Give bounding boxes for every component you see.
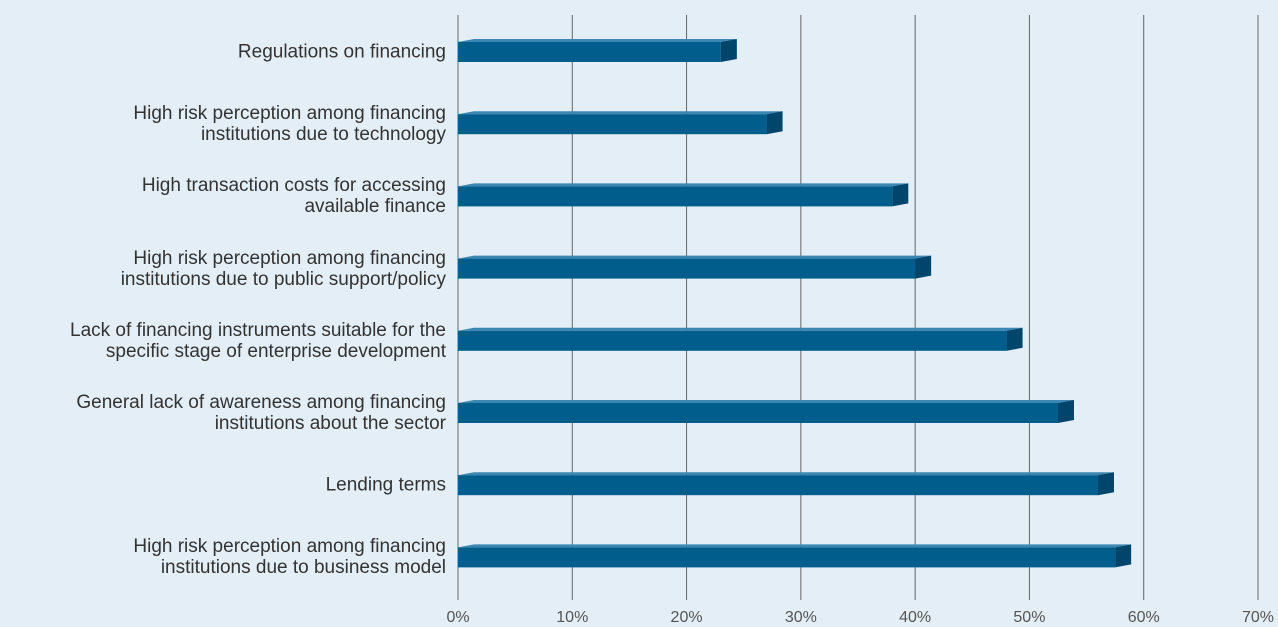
bar-end bbox=[720, 39, 737, 62]
bar-end bbox=[1058, 400, 1074, 423]
x-tick-label: 0% bbox=[446, 609, 469, 626]
bar-top bbox=[458, 400, 1074, 403]
bar-front bbox=[458, 475, 1098, 496]
x-tick-label: 40% bbox=[899, 609, 931, 626]
bar bbox=[458, 327, 1023, 351]
bar-end bbox=[1098, 472, 1114, 496]
y-tick-label: Lending terms bbox=[325, 474, 446, 496]
bar-front bbox=[458, 258, 916, 279]
y-tick-label: High risk perception among financing ins… bbox=[133, 536, 446, 579]
bar-front bbox=[458, 403, 1058, 423]
bar bbox=[458, 544, 1132, 568]
x-tick-label: 30% bbox=[785, 609, 817, 626]
y-tick-label: General lack of awareness among financin… bbox=[76, 392, 446, 434]
bar-front bbox=[458, 114, 767, 135]
x-tick-label: 70% bbox=[1242, 609, 1274, 626]
bar-end bbox=[1006, 327, 1023, 351]
x-tick-label: 60% bbox=[1128, 609, 1160, 626]
y-tick-label: Lack of financing instruments suitable f… bbox=[70, 319, 446, 362]
bar-end bbox=[766, 111, 783, 135]
y-tick-label: High transaction costs for accessing ava… bbox=[141, 175, 446, 218]
bar-end bbox=[1115, 544, 1132, 568]
x-tick-label: 50% bbox=[1013, 609, 1045, 626]
bar-front bbox=[458, 330, 1007, 351]
bar-end bbox=[892, 183, 909, 207]
x-tick-label: 10% bbox=[556, 609, 588, 626]
y-tick-label: High risk perception among financing ins… bbox=[133, 103, 446, 146]
bar-front bbox=[458, 547, 1116, 568]
bar bbox=[458, 472, 1114, 496]
bar bbox=[458, 111, 783, 135]
bar bbox=[458, 39, 737, 62]
bar-end bbox=[915, 255, 932, 279]
bar-top bbox=[458, 183, 909, 187]
bar-front bbox=[458, 186, 893, 207]
bar-top bbox=[458, 111, 783, 115]
bar bbox=[458, 183, 909, 207]
bar-front bbox=[458, 42, 721, 62]
bar-top bbox=[458, 544, 1132, 548]
y-tick-label: Regulations on financing bbox=[237, 41, 446, 63]
y-tick-label: High risk perception among financing ins… bbox=[120, 247, 446, 290]
bar-top bbox=[458, 255, 932, 259]
bar bbox=[458, 400, 1074, 423]
bar-top bbox=[458, 39, 737, 42]
x-tick-label: 20% bbox=[671, 609, 703, 626]
bar bbox=[458, 255, 932, 279]
bar-top bbox=[458, 472, 1114, 476]
bar-top bbox=[458, 327, 1023, 331]
